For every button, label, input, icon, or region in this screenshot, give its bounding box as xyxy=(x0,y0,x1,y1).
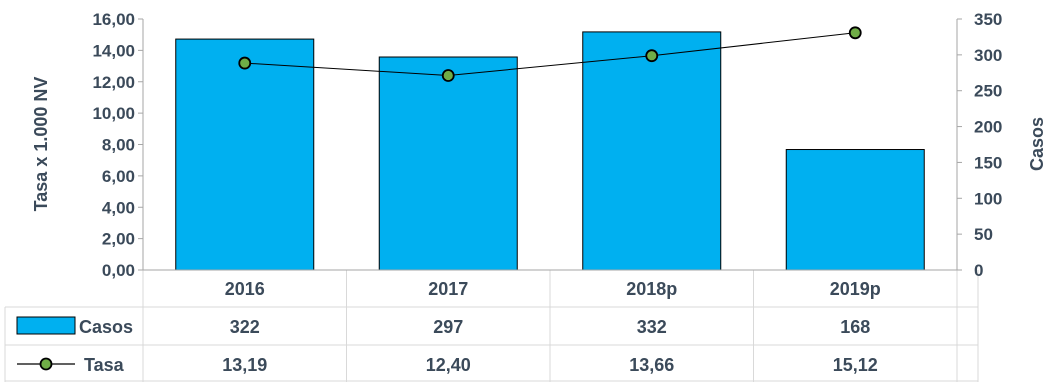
y-tick-label: 12,00 xyxy=(92,73,135,92)
tasa-line xyxy=(244,32,856,76)
casos-value: 297 xyxy=(433,317,463,337)
tasa-value: 13,66 xyxy=(629,355,674,375)
tasa-point xyxy=(238,56,252,70)
y2-tick-label: 200 xyxy=(974,118,1002,137)
tasa-value: 15,12 xyxy=(833,355,878,375)
x-tick-label: 2018p xyxy=(626,279,677,299)
data-table: 2016 2017 2018p 2019p Casos Tasa 322 297 332 168 1… xyxy=(16,279,881,375)
tasa-line-series xyxy=(238,26,862,82)
legend-tasa-marker xyxy=(39,357,53,371)
y-axis-label: Tasa x 1.000 NV xyxy=(31,77,51,212)
bar-casos xyxy=(582,31,722,271)
casos-value: 332 xyxy=(637,317,667,337)
bar-casos xyxy=(378,56,518,271)
y-tick-label: 16,00 xyxy=(92,10,135,29)
y-tick-label: 8,00 xyxy=(102,136,135,155)
y-tick-label: 0,00 xyxy=(102,261,135,280)
bar-casos xyxy=(175,38,315,271)
data-table-grid xyxy=(4,270,979,382)
tasa-point xyxy=(645,49,659,63)
tasa-point xyxy=(441,69,455,82)
tasa-point xyxy=(848,26,862,40)
legend-tasa-label: Tasa xyxy=(84,355,125,375)
y2-tick-label: 350 xyxy=(974,10,1002,29)
casos-value: 168 xyxy=(840,317,870,337)
axes: 0,00 2,00 4,00 6,00 8,00 10,00 12,00 14,00 16,00… xyxy=(92,10,1002,280)
x-tick-label: 2019p xyxy=(830,279,881,299)
legend-casos-swatch xyxy=(16,316,76,335)
y2-tick-label: 300 xyxy=(974,46,1002,65)
casos-value: 322 xyxy=(230,317,260,337)
x-tick-label: 2017 xyxy=(428,279,468,299)
y-tick-label: 10,00 xyxy=(92,104,135,123)
y-tick-label: 6,00 xyxy=(102,167,135,186)
y2-tick-label: 150 xyxy=(974,153,1002,172)
y-tick-label: 14,00 xyxy=(92,41,135,60)
tasa-value: 13,19 xyxy=(222,355,267,375)
y2-tick-label: 100 xyxy=(974,189,1002,208)
y2-tick-label: 50 xyxy=(974,225,993,244)
legend-casos-label: Casos xyxy=(79,317,133,337)
y2-tick-label: 250 xyxy=(974,82,1002,101)
bar-casos xyxy=(785,149,925,271)
x-tick-label: 2016 xyxy=(225,279,265,299)
y-tick-label: 2,00 xyxy=(102,230,135,249)
y-tick-label: 4,00 xyxy=(102,198,135,217)
casos-bars xyxy=(175,31,925,271)
tasa-value: 12,40 xyxy=(426,355,471,375)
y2-axis-label: Casos xyxy=(1027,117,1047,171)
y2-tick-label: 0 xyxy=(974,261,983,280)
